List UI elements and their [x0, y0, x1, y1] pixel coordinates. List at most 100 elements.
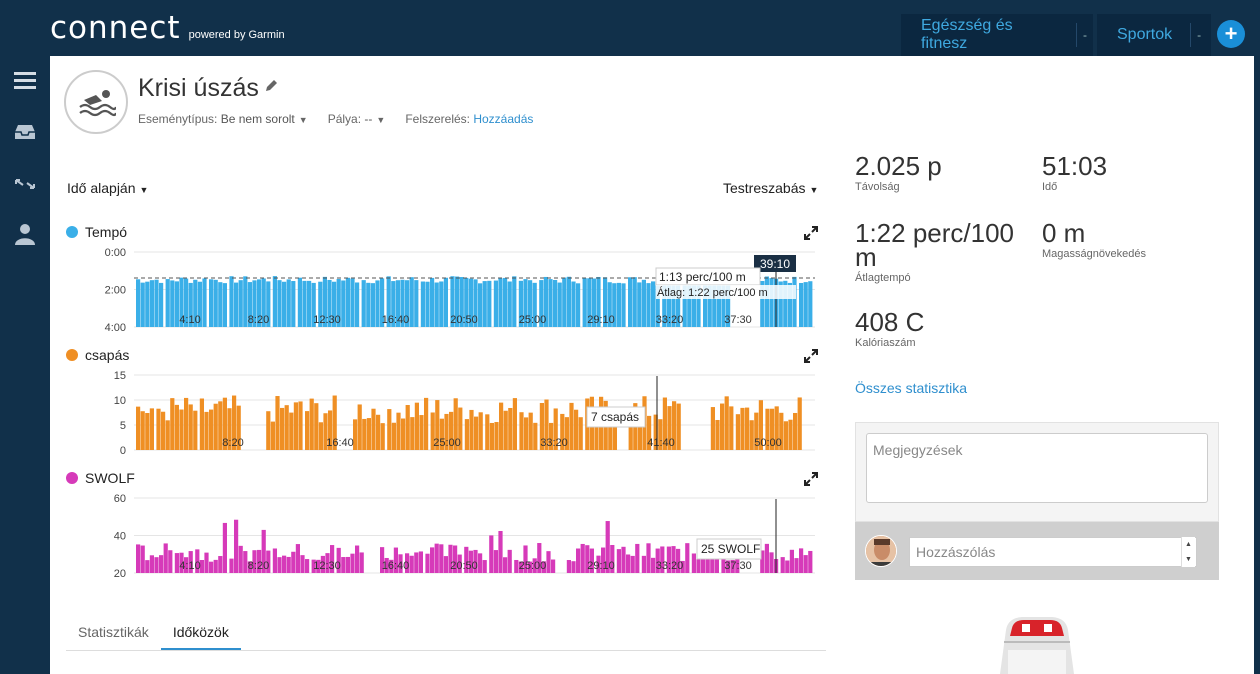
customize-label: Testreszabás [723, 180, 806, 196]
stroke-tooltip [586, 406, 646, 428]
chart-bar [179, 277, 184, 327]
chart-bar [512, 276, 517, 327]
expand-icon[interactable] [804, 472, 818, 486]
chart-bar [655, 279, 660, 327]
pool-dropdown[interactable]: Pálya: -- ▼ [327, 112, 386, 126]
chart-bar [309, 398, 314, 450]
stroke-chart-header: csapás [66, 347, 129, 363]
comment-input[interactable]: Hozzászólás [909, 537, 1197, 567]
chart-bar [553, 279, 558, 327]
y-tick-label: 10 [114, 395, 126, 407]
chart-bar [549, 422, 554, 450]
pool-label: Pálya: [327, 112, 362, 126]
nav-tab-dropdown[interactable]: - [1190, 23, 1207, 47]
nav-tab-sports[interactable]: Sportok - [1097, 14, 1211, 56]
swolf-chart-header: SWOLF [66, 470, 135, 486]
chart-bar [184, 278, 189, 327]
chart-bar [541, 561, 546, 573]
chart-bar [482, 560, 487, 573]
chart-bar [478, 553, 483, 573]
inbox-icon[interactable] [13, 120, 37, 144]
chart-bar [478, 283, 483, 327]
chart-bar [478, 412, 483, 450]
chart-bar [277, 557, 282, 573]
add-gear-link[interactable]: Hozzáadás [473, 112, 534, 126]
chart-bar [195, 549, 200, 573]
activity-charts[interactable]: 0:00 2:00 4:00 4:10 8:20 12:30 16:40 20:50 25:00… [50, 56, 830, 596]
chart-bar [553, 408, 558, 450]
pool-value: -- [364, 112, 373, 126]
chart-bar [621, 283, 626, 327]
notes-textarea[interactable]: Megjegyzések [866, 433, 1208, 503]
tab-statistics[interactable]: Statisztikák [78, 624, 149, 640]
chart-bar [621, 546, 626, 573]
nav-tab-health-fitness[interactable]: Egészség és fitnesz - [901, 14, 1093, 56]
sync-arrows-icon[interactable] [13, 172, 37, 196]
chart-bar [628, 419, 633, 450]
activity-title: Krisi úszás [138, 74, 259, 102]
profile-icon[interactable] [13, 222, 37, 246]
chart-bar [587, 278, 592, 327]
stat-time: 51:03 Idő [1042, 153, 1107, 193]
chart-bar [455, 276, 460, 327]
chart-bar [439, 418, 444, 450]
left-sidebar [0, 56, 50, 674]
chart-bar [439, 544, 444, 573]
chart-bar [754, 412, 759, 450]
chart-bar [218, 282, 223, 327]
chart-bar [523, 545, 528, 573]
chart-bar [571, 281, 576, 327]
chart-bar [229, 558, 234, 573]
chart-bar [485, 414, 490, 450]
chart-bar [671, 281, 676, 327]
nav-tab-dropdown[interactable]: - [1076, 23, 1093, 47]
customize-dropdown[interactable]: Testreszabás ▼ [723, 180, 819, 196]
chart-bar [720, 403, 725, 450]
expand-icon[interactable] [804, 226, 818, 240]
chart-bar [193, 279, 198, 327]
x-tick-label: 29:10 [587, 560, 615, 572]
connect-logo[interactable]: connect powered by Garmin [50, 10, 285, 46]
chart-bar [257, 279, 262, 327]
chart-bar [414, 552, 419, 573]
chart-bar [533, 422, 538, 450]
chart-bar [298, 401, 303, 450]
chart-bar [229, 276, 234, 327]
chart-bar [161, 411, 166, 450]
event-type-dropdown[interactable]: Eseménytípus: Be nem sorolt ▼ [138, 112, 308, 126]
tab-intervals[interactable]: Időközök [160, 616, 241, 650]
chart-bar [469, 409, 474, 450]
chart-bar [537, 543, 542, 573]
x-tick-label: 16:40 [382, 314, 410, 326]
chart-bar [714, 552, 719, 573]
time-based-dropdown[interactable]: Idő alapján ▼ [67, 180, 149, 196]
chart-bar [628, 277, 633, 327]
edit-pencil-icon[interactable] [264, 79, 278, 98]
chart-bar [174, 281, 179, 327]
detail-tabs: Statisztikák Időközök [66, 616, 826, 651]
chart-bar [140, 411, 145, 450]
expand-icon[interactable] [804, 349, 818, 363]
y-tick-label: 40 [114, 531, 126, 543]
menu-icon[interactable] [13, 68, 37, 92]
x-tick-label: 12:30 [313, 314, 341, 326]
chart-bar [601, 547, 606, 573]
x-tick-label: 8:20 [248, 560, 269, 572]
chart-bar [145, 412, 150, 450]
y-tick-label: 5 [120, 420, 126, 432]
chart-bar [184, 557, 189, 573]
chart-bar [434, 543, 439, 573]
chart-bar [596, 555, 601, 573]
chart-bar [188, 551, 193, 573]
device-image [972, 612, 1102, 674]
comment-scroll[interactable]: ▲ ▼ [1181, 537, 1195, 567]
chart-bar [305, 559, 310, 573]
chart-bar [760, 550, 765, 573]
chart-bar [507, 549, 512, 573]
add-button[interactable]: + [1217, 20, 1245, 48]
chart-bar [797, 397, 802, 450]
all-stats-link[interactable]: Összes statisztika [855, 380, 968, 396]
chart-bar [405, 553, 410, 573]
swolf-tooltip [696, 538, 762, 560]
chart-bar [666, 546, 671, 573]
